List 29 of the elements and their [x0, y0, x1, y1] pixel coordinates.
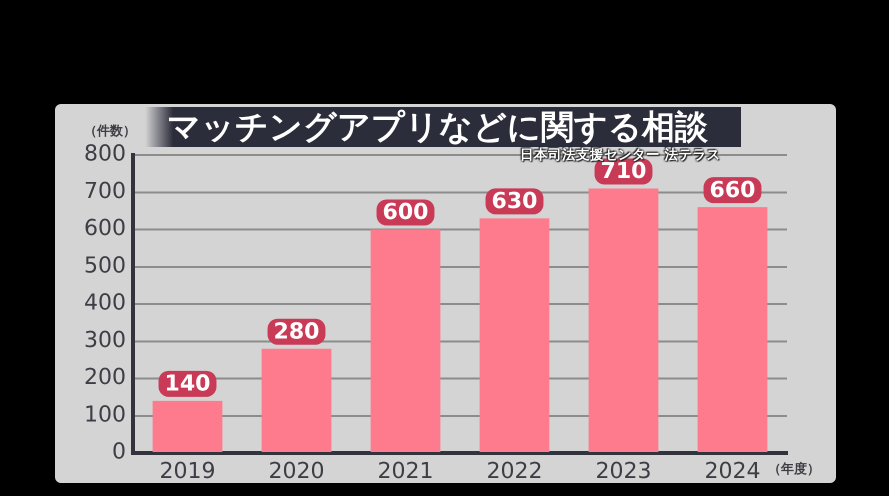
y-tick-label: 800 — [84, 142, 126, 167]
x-tick-label: 2023 — [596, 458, 652, 484]
x-tick-label: 2020 — [268, 458, 324, 484]
y-tick-label: 700 — [84, 178, 126, 204]
y-tick-label: 0 — [112, 440, 126, 465]
bar — [152, 400, 222, 452]
bar — [698, 207, 768, 452]
x-tick-label: 2024 — [704, 458, 760, 484]
x-tick-label: 2019 — [160, 458, 216, 484]
y-tick-label: 600 — [84, 216, 126, 242]
x-tick-label: 2022 — [486, 458, 542, 484]
bar — [480, 218, 550, 452]
bar — [588, 188, 658, 452]
data-label: 140 — [164, 372, 210, 397]
y-tick-label: 500 — [84, 253, 126, 278]
x-axis-title: （年度） — [768, 460, 820, 478]
y-tick-label: 400 — [84, 290, 126, 316]
data-label: 280 — [274, 319, 320, 344]
y-tick-label: 100 — [84, 402, 126, 428]
data-label: 600 — [382, 200, 428, 226]
data-label: 660 — [710, 178, 756, 203]
data-label: 630 — [492, 189, 538, 214]
y-tick-label: 200 — [84, 365, 126, 390]
chart-title: マッチングアプリなどに関する相談 — [145, 107, 741, 147]
x-tick-label: 2021 — [378, 458, 434, 484]
bar — [262, 348, 332, 452]
y-axis-title: （件数） — [84, 123, 136, 140]
bar — [370, 230, 440, 452]
y-tick-label: 300 — [84, 328, 126, 353]
